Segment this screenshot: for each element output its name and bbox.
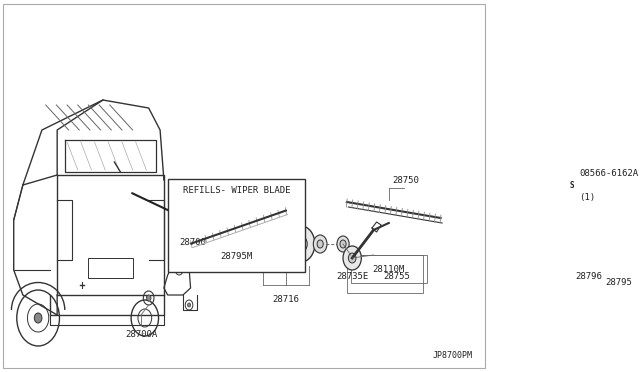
Text: 28700A: 28700A (125, 330, 157, 339)
Text: 28750: 28750 (392, 176, 419, 185)
Bar (168, 179, 305, 272)
Circle shape (184, 238, 194, 250)
Text: 28755: 28755 (383, 272, 410, 281)
Circle shape (193, 235, 195, 240)
Circle shape (180, 232, 198, 256)
Bar (347, 255, 423, 293)
Circle shape (223, 204, 235, 220)
Circle shape (182, 248, 186, 252)
Circle shape (340, 240, 346, 248)
FancyBboxPatch shape (170, 228, 234, 260)
Circle shape (258, 222, 291, 266)
Polygon shape (606, 212, 631, 270)
Text: 28795M: 28795M (221, 252, 253, 261)
Text: 28796: 28796 (575, 272, 602, 281)
Text: 28700: 28700 (179, 237, 206, 247)
Text: 28716: 28716 (273, 295, 300, 304)
Circle shape (182, 235, 186, 240)
Circle shape (188, 303, 191, 307)
Circle shape (267, 234, 282, 254)
Circle shape (35, 313, 42, 323)
Text: 28110M: 28110M (372, 266, 405, 275)
Text: (1): (1) (579, 193, 595, 202)
Circle shape (565, 176, 579, 194)
Text: REFILLS- WIPER BLADE: REFILLS- WIPER BLADE (183, 186, 291, 195)
Text: S: S (570, 180, 574, 189)
Bar (351, 255, 427, 283)
Text: 28795: 28795 (605, 278, 632, 287)
Circle shape (314, 235, 327, 253)
Circle shape (343, 246, 362, 270)
Text: 28735E: 28735E (336, 272, 368, 281)
Circle shape (569, 207, 578, 219)
Circle shape (226, 208, 232, 216)
Circle shape (193, 248, 195, 252)
Polygon shape (575, 205, 602, 265)
Circle shape (337, 236, 349, 252)
Circle shape (317, 240, 323, 248)
Bar (88, 258, 133, 278)
Text: 08566-6162A: 08566-6162A (579, 169, 639, 178)
Circle shape (295, 236, 307, 252)
Circle shape (287, 226, 315, 262)
Text: JP8700PM: JP8700PM (433, 351, 472, 360)
Circle shape (147, 295, 151, 301)
Circle shape (348, 253, 356, 263)
